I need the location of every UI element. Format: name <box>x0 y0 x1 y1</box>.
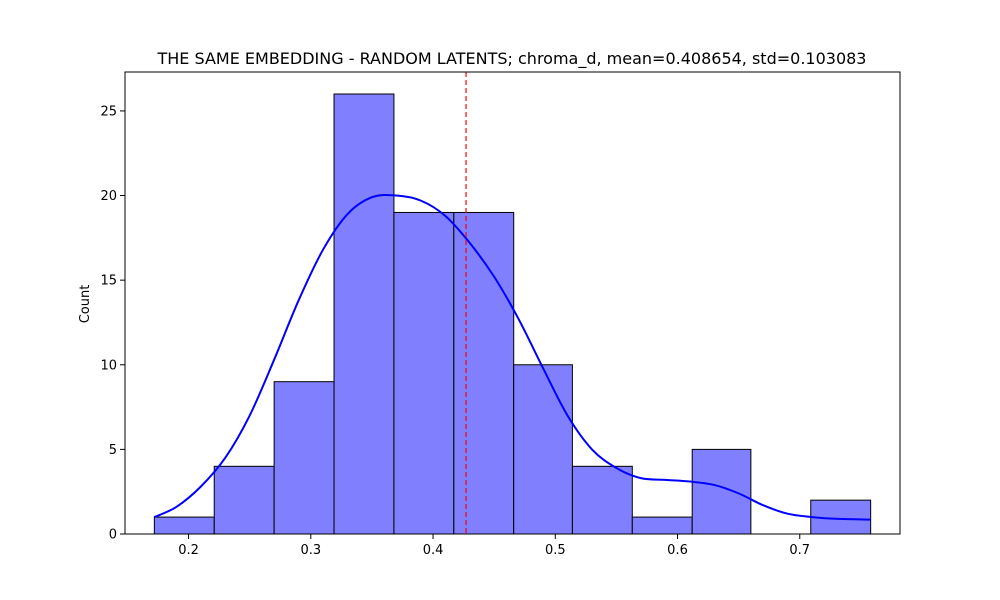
histogram-bar <box>453 211 515 535</box>
x-tick-label: 0.5 <box>545 543 566 558</box>
axes-frame <box>124 71 901 535</box>
histogram-bar <box>273 381 335 535</box>
histogram-bar <box>153 516 215 535</box>
x-tick-label: 0.6 <box>667 543 688 558</box>
y-tick-label: 0 <box>109 528 117 543</box>
y-tick-label: 15 <box>100 274 117 289</box>
histogram-bar <box>213 465 275 535</box>
y-tick-label: 20 <box>100 189 117 204</box>
x-axis-ticks: 0.2 0.3 0.4 0.5 0.6 0.7 <box>178 534 810 558</box>
histogram-bar <box>393 211 455 535</box>
histogram-bar <box>333 93 395 535</box>
x-tick-label: 0.7 <box>789 543 810 558</box>
x-tick-label: 0.3 <box>300 543 321 558</box>
y-tick-label: 5 <box>109 443 117 458</box>
y-axis-label: Count <box>78 285 93 324</box>
histogram-bar <box>571 465 633 535</box>
histogram-bars <box>153 93 872 535</box>
y-axis-ticks: 0 5 10 15 20 25 <box>100 104 125 543</box>
histogram-bar <box>631 516 693 535</box>
chart-title: THE SAME EMBEDDING - RANDOM LATENTS; chr… <box>157 49 867 69</box>
kde-curve <box>153 194 871 521</box>
histogram-bar <box>691 448 752 535</box>
histogram-bar <box>513 364 573 535</box>
y-tick-label: 25 <box>100 104 117 119</box>
x-tick-label: 0.4 <box>423 543 444 558</box>
y-tick-label: 10 <box>100 358 117 373</box>
x-tick-label: 0.2 <box>178 543 199 558</box>
